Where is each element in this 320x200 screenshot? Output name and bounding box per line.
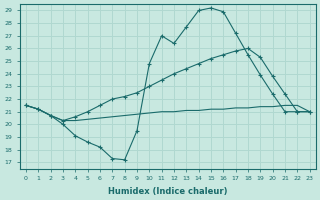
- X-axis label: Humidex (Indice chaleur): Humidex (Indice chaleur): [108, 187, 228, 196]
